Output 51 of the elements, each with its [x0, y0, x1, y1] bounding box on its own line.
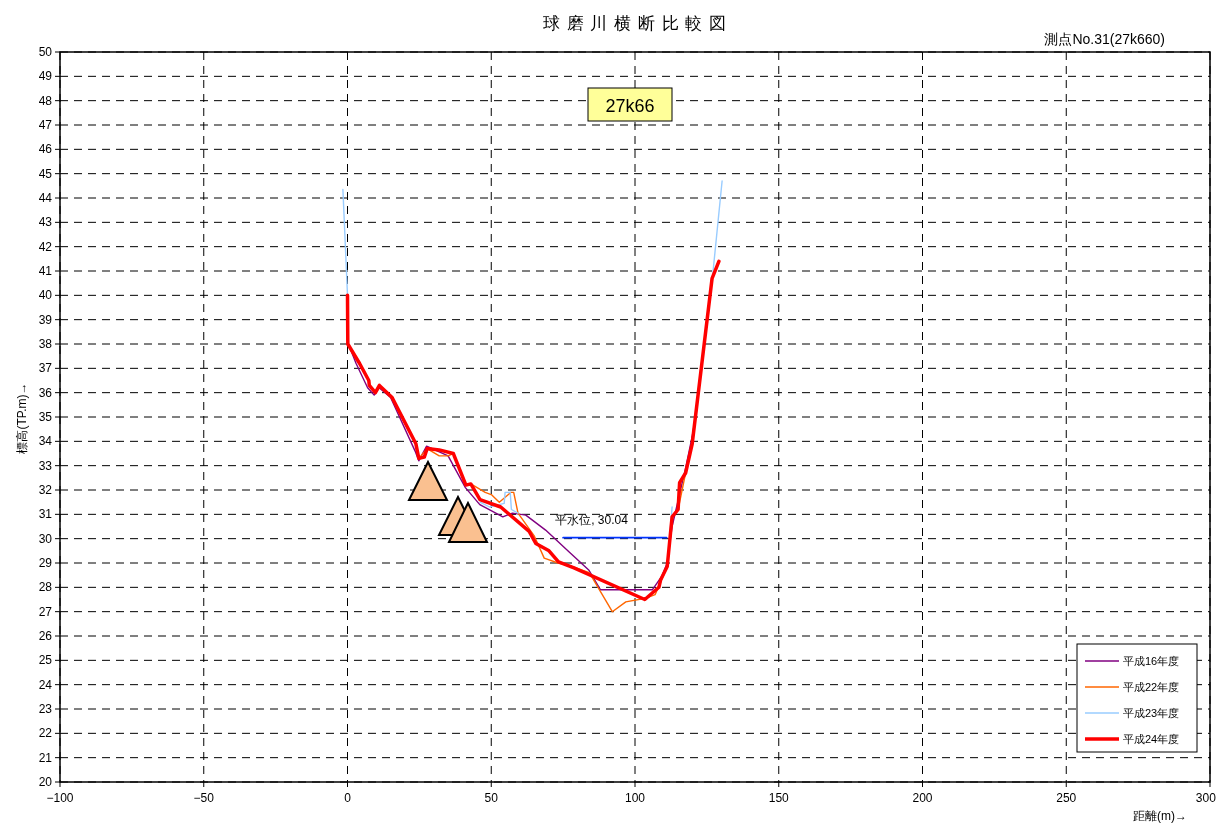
- ytick: 44: [38, 191, 52, 205]
- ytick: 20: [38, 775, 52, 789]
- ytick: 30: [38, 531, 52, 546]
- ytick: 47: [38, 118, 52, 132]
- xtick: −50: [193, 791, 214, 805]
- ytick: 40: [38, 288, 52, 303]
- ytick: 43: [38, 215, 52, 230]
- legend-label: 平成23年度: [1123, 707, 1180, 719]
- ytick: 50: [38, 45, 52, 59]
- subtitle: 測点No.31(27k660): [1044, 31, 1165, 47]
- xtick: 50: [484, 791, 498, 805]
- ytick: 38: [38, 337, 52, 351]
- ytick: 25: [38, 653, 52, 668]
- xtick: 200: [912, 791, 933, 805]
- ylabel: 標高(TP.m)→: [15, 382, 29, 454]
- ytick: 27: [38, 604, 52, 619]
- ytick: 41: [38, 264, 52, 278]
- annotation: 27k66: [605, 96, 655, 116]
- ytick: 42: [38, 239, 52, 254]
- xtick: 100: [625, 791, 645, 805]
- legend-label: 平成22年度: [1123, 681, 1180, 693]
- legend-label: 平成16年度: [1123, 655, 1180, 667]
- ytick: 32: [38, 483, 52, 497]
- ytick: 31: [38, 507, 52, 522]
- annotation-box: 27k66: [587, 87, 673, 122]
- xtick: 150: [768, 791, 789, 805]
- ytick: 46: [38, 142, 52, 157]
- ytick: 39: [38, 312, 52, 327]
- xtick: 250: [1056, 791, 1077, 805]
- legend-label: 平成24年度: [1123, 733, 1180, 745]
- ytick: 29: [38, 556, 52, 570]
- xtick: 0: [344, 791, 351, 805]
- ytick: 34: [38, 434, 52, 449]
- ytick: 48: [38, 93, 52, 108]
- annotation: 平水位, 30.04: [555, 512, 628, 527]
- ytick: 49: [38, 69, 52, 84]
- ytick: 24: [38, 677, 52, 692]
- xtick: 300: [1195, 791, 1216, 805]
- ytick: 22: [38, 726, 52, 741]
- title: 球 磨 川 横 断 比 較 図: [542, 14, 728, 33]
- ytick: 36: [38, 385, 52, 400]
- ytick: 35: [38, 410, 52, 424]
- ytick: 33: [38, 458, 52, 473]
- xtick: −100: [46, 791, 74, 805]
- ytick: 26: [38, 629, 52, 643]
- ytick: 23: [38, 702, 52, 716]
- xlabel: 距離(m)→: [1133, 809, 1187, 823]
- ytick: 45: [38, 166, 52, 181]
- ytick: 37: [38, 361, 52, 376]
- ytick: 28: [38, 580, 52, 595]
- ytick: 21: [38, 750, 52, 765]
